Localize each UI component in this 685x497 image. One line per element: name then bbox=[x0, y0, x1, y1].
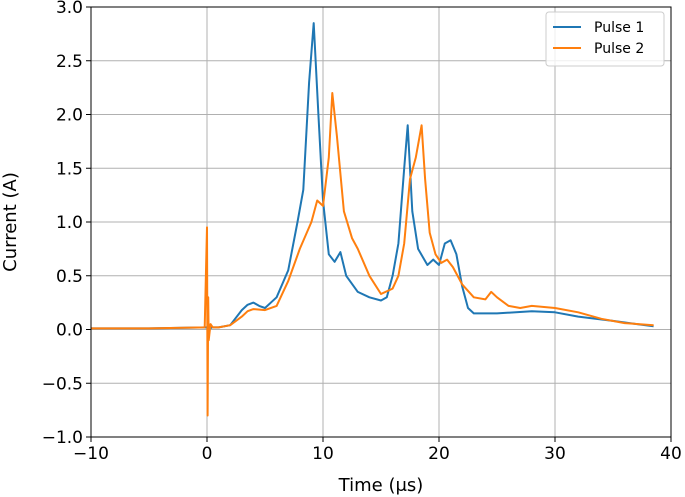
legend-label-pulse-1: Pulse 1 bbox=[594, 20, 644, 36]
x-tick-label: 40 bbox=[660, 444, 682, 464]
legend-box bbox=[545, 11, 665, 67]
x-tick-label: 0 bbox=[202, 444, 213, 464]
legend-label-pulse-2: Pulse 2 bbox=[594, 41, 644, 57]
grid bbox=[91, 7, 671, 437]
y-tick-label: 3.0 bbox=[56, 0, 83, 18]
y-axis-title: Current (A) bbox=[0, 172, 21, 272]
x-tick-label: −10 bbox=[73, 444, 109, 464]
series-line-pulse-2 bbox=[91, 92, 654, 417]
y-tick-label: 0.5 bbox=[56, 267, 83, 287]
x-tick-label: 30 bbox=[544, 444, 566, 464]
axis-ticks: −10 0 10 20 30 40 −1.0 −0.5 0.0 0.5 1.0 1.5 2.0 2.5 3.… bbox=[42, 0, 682, 464]
y-tick-label: 2.5 bbox=[56, 52, 83, 72]
y-tick-label: 0.0 bbox=[56, 321, 83, 341]
x-tick-label: 10 bbox=[312, 444, 334, 464]
x-tick-label: 20 bbox=[428, 444, 450, 464]
y-tick-label: −0.5 bbox=[42, 374, 83, 394]
x-axis-title: Time (μs) bbox=[338, 475, 424, 496]
plot-series bbox=[91, 22, 654, 417]
series-line-pulse-1 bbox=[91, 22, 654, 331]
y-tick-label: 1.0 bbox=[56, 213, 83, 233]
legend: Pulse 1 Pulse 2 bbox=[545, 11, 665, 67]
y-tick-label: −1.0 bbox=[42, 428, 83, 448]
y-tick-label: 1.5 bbox=[56, 159, 83, 179]
y-tick-label: 2.0 bbox=[56, 106, 83, 126]
